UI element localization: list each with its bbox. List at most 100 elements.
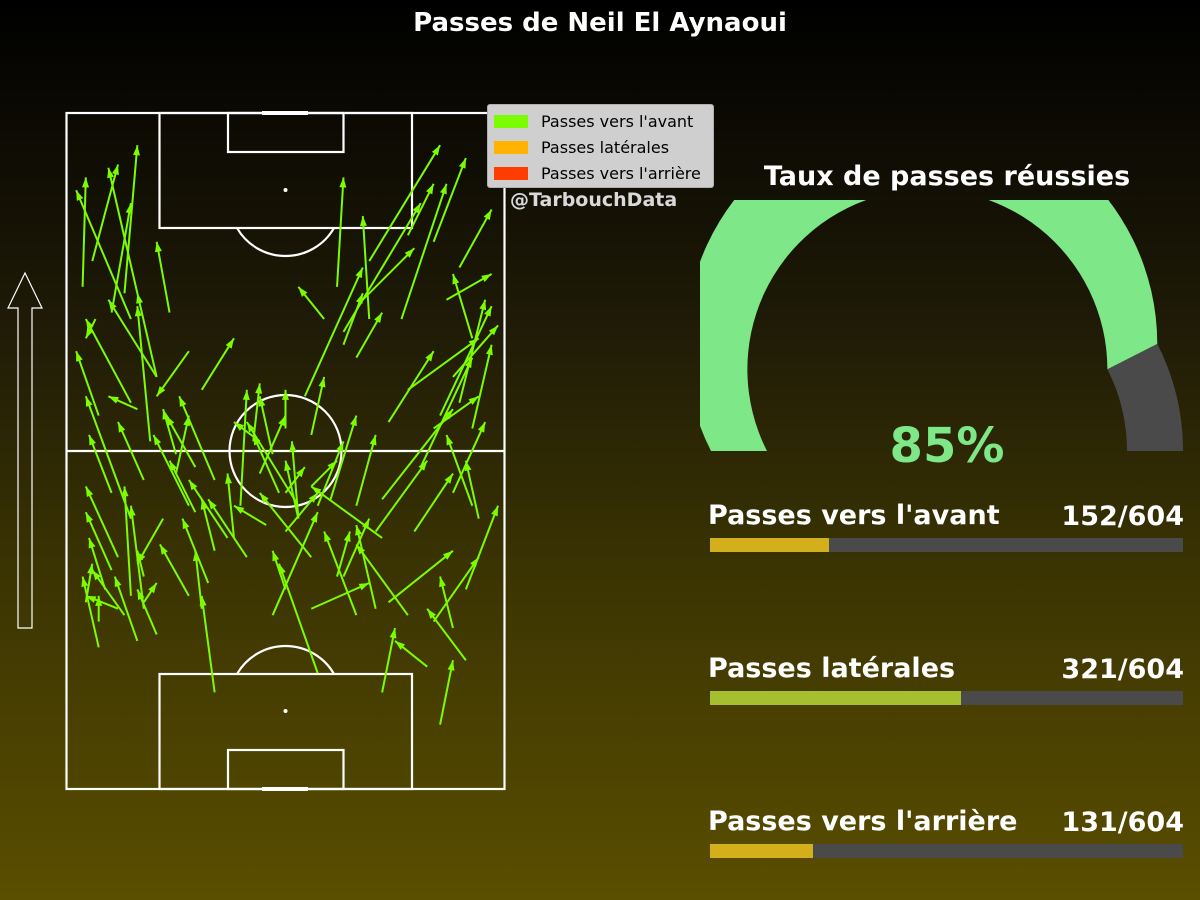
pass-arrow bbox=[136, 589, 158, 635]
stat-bar-lateral bbox=[710, 691, 1183, 705]
stat-count-forward: 152/604 bbox=[1061, 501, 1184, 532]
pass-arrow bbox=[258, 415, 287, 474]
watermark: @TarbouchData bbox=[510, 189, 678, 211]
pass-arrow bbox=[239, 389, 250, 506]
success-rate-gauge bbox=[700, 200, 1183, 451]
pass-arrow bbox=[362, 247, 416, 301]
pass-arrow bbox=[88, 434, 113, 494]
bottom-penalty-arc bbox=[236, 644, 335, 675]
top-penalty-arc bbox=[236, 227, 335, 258]
top-penalty-box bbox=[158, 111, 414, 230]
pass-arrow bbox=[316, 440, 345, 507]
pass-arrow bbox=[387, 550, 454, 604]
pass-arrow bbox=[406, 183, 435, 236]
pass-arrow bbox=[374, 460, 429, 533]
pass-arrow bbox=[85, 594, 119, 610]
top-penalty-spot bbox=[283, 188, 288, 192]
pass-arrow bbox=[178, 395, 216, 481]
pass-arrow bbox=[200, 499, 216, 552]
pass-arrow bbox=[121, 486, 132, 596]
pass-arrow bbox=[452, 421, 487, 494]
pass-arrow bbox=[155, 241, 171, 313]
pass-arrow bbox=[303, 267, 364, 397]
pass-arrow bbox=[84, 395, 132, 519]
pass-arrow bbox=[81, 177, 90, 287]
pass-arrow bbox=[188, 479, 229, 539]
pass-arrow bbox=[471, 344, 493, 429]
pass-arrow bbox=[233, 421, 261, 443]
pass-arrow bbox=[355, 434, 377, 506]
stat-label-backward: Passes vers l'arrière bbox=[708, 806, 1018, 837]
pass-arrow bbox=[107, 395, 138, 411]
pass-arrow bbox=[284, 460, 300, 519]
pass-arrow bbox=[258, 396, 274, 455]
pass-arrow bbox=[252, 383, 263, 442]
pass-arrow bbox=[155, 350, 190, 397]
pass-arrow bbox=[282, 389, 289, 429]
pass-arrow bbox=[394, 640, 428, 668]
pass-arrow bbox=[310, 582, 370, 610]
pass-arrow bbox=[446, 273, 493, 301]
pass-arrow bbox=[75, 189, 132, 320]
bottom-penalty-spot bbox=[283, 709, 288, 713]
legend-label: Passes latérales bbox=[541, 137, 670, 157]
top-goal-box bbox=[226, 111, 345, 154]
pass-arrow bbox=[278, 563, 319, 674]
pass-arrow bbox=[107, 167, 139, 294]
pass-arrow bbox=[452, 273, 474, 339]
pass-map bbox=[75, 111, 499, 791]
pass-arrow bbox=[439, 660, 455, 725]
pass-arrow bbox=[426, 608, 467, 661]
pass-arrow bbox=[128, 505, 145, 609]
pass-arrow bbox=[246, 421, 300, 507]
pass-arrow bbox=[117, 421, 145, 481]
pass-arrow bbox=[88, 537, 107, 590]
pass-arrow bbox=[452, 324, 499, 378]
pass-arrow bbox=[310, 376, 326, 436]
pass-arrow bbox=[368, 144, 441, 262]
pass-arrow bbox=[258, 492, 313, 558]
pass-arrow bbox=[413, 472, 454, 533]
pass-arrow bbox=[165, 415, 197, 468]
pass-arrow bbox=[359, 215, 371, 320]
pass-arrow bbox=[271, 511, 319, 616]
legend-item-backward: Passes vers l'arrière bbox=[494, 160, 707, 186]
pass-arrow bbox=[310, 459, 338, 488]
pass-arrow bbox=[342, 202, 422, 333]
pass-arrow bbox=[329, 415, 358, 500]
gauge-fill bbox=[700, 200, 1158, 451]
pass-arrow bbox=[199, 595, 216, 693]
pass-arrow bbox=[175, 415, 191, 474]
pass-arrow bbox=[123, 145, 140, 294]
pass-arrow bbox=[84, 511, 113, 571]
pass-arrow bbox=[84, 485, 119, 558]
legend-item-lateral: Passes latérales bbox=[494, 134, 707, 160]
legend-label: Passes vers l'arrière bbox=[541, 163, 701, 183]
pass-arrow bbox=[136, 518, 164, 565]
pass-arrow bbox=[81, 576, 100, 648]
legend-swatch-forward bbox=[494, 114, 528, 128]
stat-bar-forward bbox=[710, 538, 1183, 552]
pass-arrow bbox=[252, 434, 280, 494]
stat-count-lateral: 321/604 bbox=[1061, 654, 1184, 685]
pass-arrow bbox=[207, 498, 248, 558]
pass-arrow bbox=[342, 292, 364, 346]
pass-arrow bbox=[464, 460, 480, 519]
pass-arrow bbox=[284, 492, 319, 533]
pass-arrow bbox=[225, 473, 235, 539]
bottom-goal-box bbox=[226, 748, 345, 791]
pass-arrow bbox=[432, 157, 467, 243]
pass-arrow bbox=[432, 556, 480, 623]
pass-arrow bbox=[159, 543, 190, 597]
stat-bar-fill bbox=[710, 538, 830, 552]
pass-arrow bbox=[323, 531, 358, 616]
pass-arrow bbox=[91, 569, 126, 616]
pass-arrow bbox=[355, 312, 383, 359]
pass-arrow bbox=[445, 434, 474, 507]
pass-arrow bbox=[84, 563, 95, 603]
pass-arrow bbox=[336, 531, 351, 577]
pass-arrow bbox=[439, 576, 454, 629]
stat-bar-backward bbox=[710, 844, 1183, 858]
gauge-title: Taux de passes réussies bbox=[763, 161, 1131, 192]
pass-arrow bbox=[142, 582, 158, 603]
